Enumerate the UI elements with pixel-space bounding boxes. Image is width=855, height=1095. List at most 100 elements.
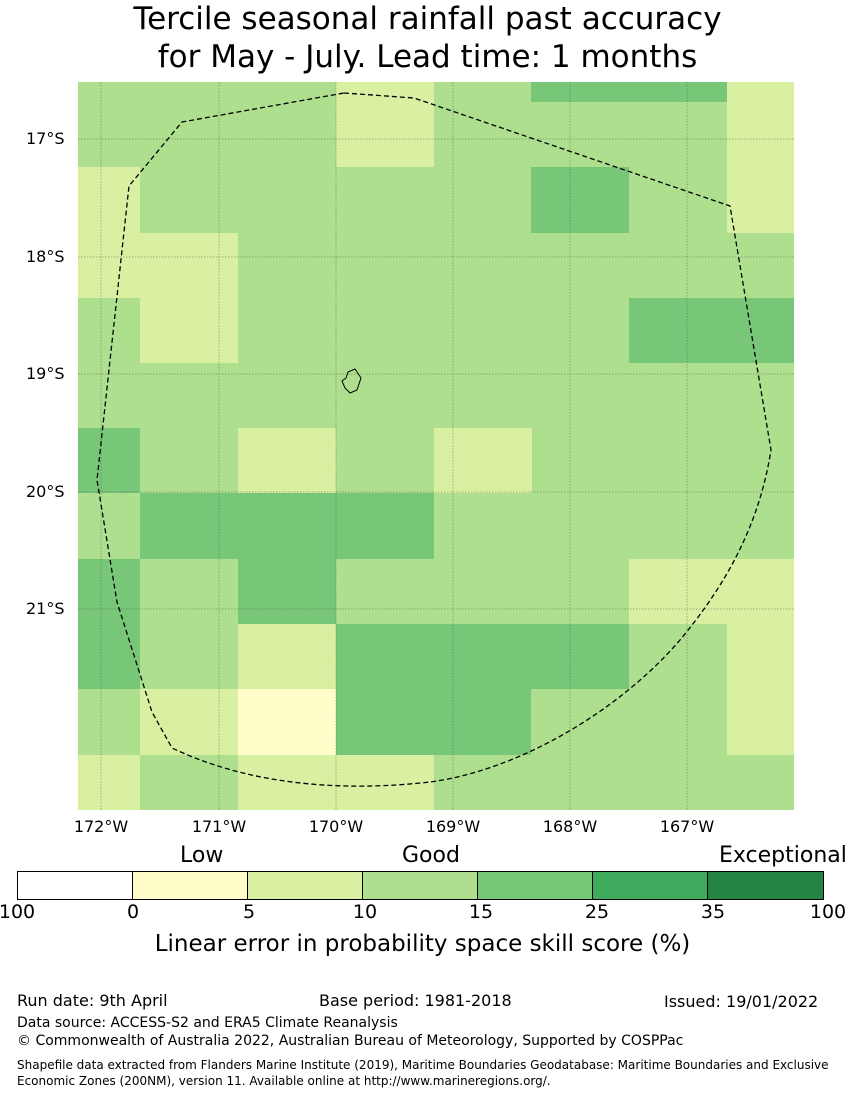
colorbar-swatch [248,872,363,899]
grid-cell [140,363,238,428]
grid-cell [629,689,727,755]
grid-cell [727,755,794,810]
grid-cell [238,559,336,624]
grid-cell [727,363,794,428]
data-source: Data source: ACCESS-S2 and ERA5 Climate … [17,1015,398,1031]
colorbar-tick: 5 [242,901,256,923]
grid-cell [434,493,531,559]
grid-cell [336,755,434,810]
grid-cell [531,298,629,363]
grid-cell [727,624,794,755]
grid-cell [78,233,140,298]
colorbar-title: Linear error in probability space skill … [154,931,691,957]
grid-cell [336,82,434,167]
lat-label-20s: 20°S [26,482,65,501]
grid-cell [336,298,434,363]
grid-cell [434,755,531,810]
grid-cell [531,233,629,298]
grid-cell [531,755,629,810]
grid-cell [140,167,238,233]
lon-label-170w: 170°W [308,817,364,836]
skill-grid [78,82,794,810]
grid-cell [531,428,629,493]
grid-cell [336,428,434,493]
title-line-2: for May - July. Lead time: 1 months [157,39,698,75]
grid-cell [629,233,727,298]
grid-cell [629,428,727,493]
grid-cell [238,689,336,755]
colorbar-tick: 25 [584,901,610,923]
lon-label-172w: 172°W [73,817,129,836]
grid-cell [434,298,531,363]
grid-cell [78,428,140,493]
island-outline [341,368,362,394]
lat-label-19s: 19°S [26,364,65,383]
eez-boundary [96,92,772,787]
grid-cell [336,689,434,755]
grid-cell [140,755,238,810]
skill-map [78,82,794,810]
grid-cell [238,167,336,233]
grid-cell [78,82,140,167]
grid-cell [629,624,727,689]
grid-cell [238,298,336,363]
grid-cell [78,624,140,689]
grid-cell [434,428,532,493]
grid-cell [140,689,238,755]
grid-cell [140,233,238,363]
grid-cell [238,624,336,689]
colorbar-tick: 100 [0,901,36,923]
grid-cell [629,363,727,428]
grid-cell [727,233,794,298]
run-date: Run date: 9th April [17,991,168,1010]
grid-cell [78,755,140,810]
grid-cell [336,363,434,428]
grid-cell [531,82,727,102]
grid-cell [434,82,531,167]
grid-cell [434,363,531,428]
colorbar-swatch [593,872,708,899]
grid-cell [238,82,336,167]
colorbar-tick: 0 [126,901,140,923]
grid-cell [140,82,238,167]
grid-cell [78,298,140,363]
legend-category-exceptional: Exceptional [719,843,847,868]
grid-cell [629,755,727,810]
lon-label-171w: 171°W [191,817,247,836]
shapefile-credit: Shapefile data extracted from Flanders M… [17,1058,829,1088]
title-line-1: Tercile seasonal rainfall past accuracy [133,1,722,37]
grid-cell [78,559,140,624]
grid-cell [140,428,238,493]
grid-cell [629,559,794,624]
grid-cell [531,167,629,233]
grid-cell [531,559,629,624]
grid-cell [238,493,336,559]
grid-cell [629,493,727,559]
legend-category-good: Good [402,843,460,868]
grid-cell [727,493,794,559]
grid-cell [238,233,336,298]
grid-cell [140,493,238,559]
base-period: Base period: 1981-2018 [319,991,512,1010]
colorbar-swatch [708,872,823,899]
grid-cell [336,233,434,298]
grid-cell [238,428,336,493]
lat-label-21s: 21°S [26,599,65,618]
grid-cell [727,428,794,493]
colorbar-swatch [133,872,248,899]
lat-label-17s: 17°S [26,129,65,148]
grid-cell [434,624,531,689]
grid-cell [629,298,727,363]
colorbar-tick: 100 [809,901,847,923]
grid-cell [727,82,794,233]
grid-cell [238,363,336,428]
grid-cell [531,363,629,428]
grid-cell [78,689,140,755]
grid-cell [238,755,336,810]
grid-cell [434,233,531,298]
map-gridlines [78,82,794,810]
grid-cell [434,167,531,233]
copyright: © Commonwealth of Australia 2022, Austra… [17,1033,684,1049]
colorbar-tick: 10 [352,901,378,923]
grid-cell [140,559,238,624]
